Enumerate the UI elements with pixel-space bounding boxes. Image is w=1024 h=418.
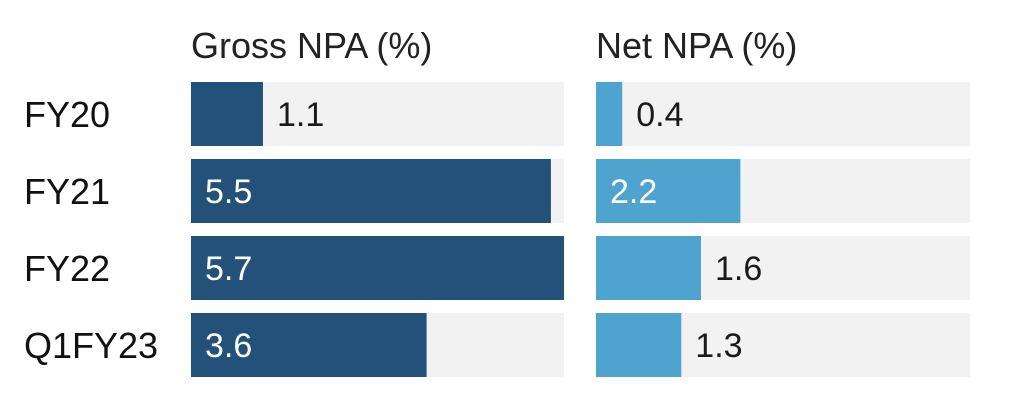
net-npa-value-label-fy20: 0.4 (636, 96, 683, 134)
chart-panels: Gross NPA (%) 1.1 5.5 5.7 3.6 Net NPA (%) 0.4 2… (191, 25, 970, 377)
net-npa-value-label-q1fy23: 1.3 (695, 327, 742, 365)
gross-npa-value-label-fy21: 5.5 (205, 173, 252, 211)
gross-npa-value-label-fy22: 5.7 (205, 250, 252, 288)
net-npa-panel: Net NPA (%) 0.4 2.2 1.6 1.3 (596, 25, 970, 377)
gross-npa-panel-title: Gross NPA (%) (191, 25, 432, 66)
category-label-q1fy23: Q1FY23 (24, 325, 158, 366)
category-label-fy20: FY20 (24, 94, 110, 135)
net-npa-value-label-fy22: 1.6 (715, 250, 762, 288)
net-npa-bar-fy22 (596, 236, 701, 300)
gross-npa-panel: Gross NPA (%) 1.1 5.5 5.7 3.6 (191, 25, 564, 377)
net-npa-value-label-fy21: 2.2 (610, 173, 657, 211)
gross-npa-value-label-fy20: 1.1 (277, 96, 324, 134)
net-npa-track-fy20 (596, 82, 970, 146)
category-label-fy22: FY22 (24, 248, 110, 289)
net-npa-bar-fy21 (596, 159, 741, 223)
gross-npa-bar-fy20 (191, 82, 263, 146)
gross-npa-value-label-q1fy23: 3.6 (205, 327, 252, 365)
category-labels: FY20 FY21 FY22 Q1FY23 (24, 94, 158, 366)
net-npa-bar-q1fy23 (596, 313, 682, 377)
gross-npa-bar-q1fy23 (191, 313, 427, 377)
category-label-fy21: FY21 (24, 171, 110, 212)
net-npa-bar-fy20 (596, 82, 623, 146)
gross-npa-bar-fy22 (191, 236, 564, 300)
gross-npa-bar-fy21 (191, 159, 551, 223)
net-npa-panel-title: Net NPA (%) (596, 25, 797, 66)
